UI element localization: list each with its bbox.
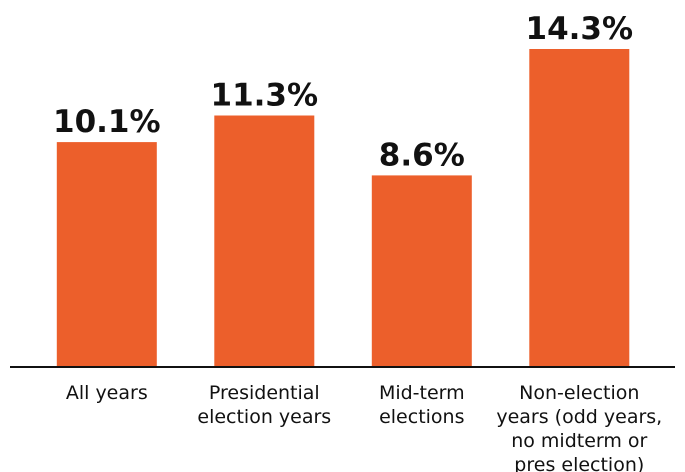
value-label-0: 10.1% (53, 104, 161, 140)
bar-0 (56, 142, 157, 366)
category-label-3: Non-election years (odd years, no midterm … (496, 382, 662, 472)
category-label-1-line-0: Presidential (209, 382, 320, 404)
category-label-0-line-0: All years (66, 382, 148, 404)
category-labels-group: All years Presidential election years Mid-t… (66, 382, 662, 472)
bar-3 (529, 49, 630, 366)
value-label-3: 14.3% (526, 11, 634, 47)
category-label-0: All years (66, 382, 148, 404)
category-label-1-line-1: election years (197, 406, 331, 428)
bar-2 (371, 175, 472, 366)
value-label-2: 8.6% (379, 137, 465, 173)
bar-1 (214, 115, 315, 366)
category-label-1: Presidential election years (197, 382, 331, 428)
category-label-3-line-0: Non-election (519, 382, 639, 404)
category-label-2-line-0: Mid-term (379, 382, 465, 404)
category-label-3-line-1: years (odd years, (496, 406, 662, 428)
category-label-2-line-1: elections (379, 406, 464, 428)
category-label-2: Mid-term elections (379, 382, 465, 428)
value-labels-group: 10.1% 11.3% 8.6% 14.3% (53, 11, 633, 173)
value-label-1: 11.3% (211, 78, 319, 114)
bars-group (56, 49, 630, 366)
category-label-3-line-2: no midterm or (511, 430, 647, 452)
category-label-3-line-3: pres election) (514, 454, 644, 472)
